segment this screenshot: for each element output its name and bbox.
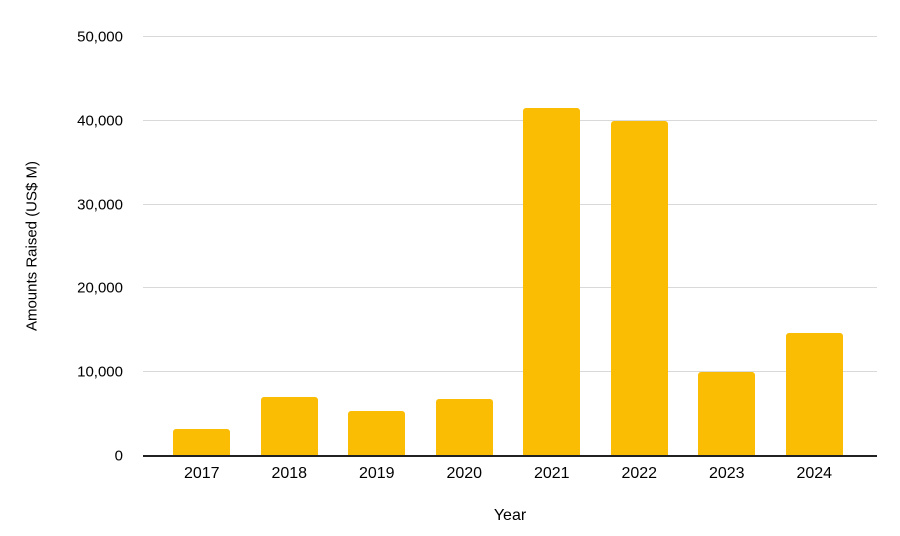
bar-band-2017 [158, 37, 246, 456]
x-tick-label-2020: 2020 [446, 465, 483, 482]
y-axis-labels: 0 10,000 20,000 30,000 40,000 50,000 [0, 30, 133, 464]
gridline-40000 [143, 119, 877, 121]
gridline-50000 [143, 36, 877, 37]
bar-2021 [523, 108, 581, 456]
bar-band-2023 [683, 37, 771, 456]
y-tick-label: 50,000 [77, 28, 123, 46]
x-tick-label-2022: 2022 [621, 465, 658, 482]
bar-band-2021 [508, 37, 596, 456]
y-tick-label: 20,000 [77, 279, 123, 297]
bar-2019 [348, 410, 406, 456]
bar-2023 [698, 372, 756, 456]
x-axis-labels: 2017 2018 2019 2020 2021 2022 2023 2024 [158, 464, 858, 483]
bar-series [158, 37, 858, 456]
plot-area [143, 36, 877, 457]
x-tick-label-2023: 2023 [708, 465, 745, 482]
x-tick-label-2017: 2017 [183, 465, 220, 482]
x-axis-line [143, 455, 877, 457]
y-tick-label: 30,000 [77, 196, 123, 214]
x-tick-label-2021: 2021 [533, 465, 570, 482]
gridline-30000 [143, 203, 877, 205]
bar-band-2022 [596, 37, 684, 456]
x-tick-label-2018: 2018 [271, 465, 308, 482]
bar-band-2020 [421, 37, 509, 456]
x-tick-label-2019: 2019 [358, 465, 395, 482]
bar-2017 [173, 429, 231, 456]
bar-2020 [435, 399, 493, 456]
y-tick-label: 40,000 [77, 112, 123, 130]
y-tick-label: 0 [114, 447, 123, 465]
x-tick-label-2024: 2024 [796, 465, 833, 482]
bar-2018 [260, 397, 318, 456]
gridline-10000 [143, 371, 877, 373]
x-axis-title: Year [493, 507, 527, 524]
bar-2024 [785, 332, 843, 456]
bar-2022 [610, 120, 668, 456]
y-tick-label: 10,000 [77, 363, 123, 381]
gridline-20000 [143, 287, 877, 289]
bar-band-2024 [771, 37, 859, 456]
bar-band-2018 [246, 37, 334, 456]
bar-band-2019 [333, 37, 421, 456]
